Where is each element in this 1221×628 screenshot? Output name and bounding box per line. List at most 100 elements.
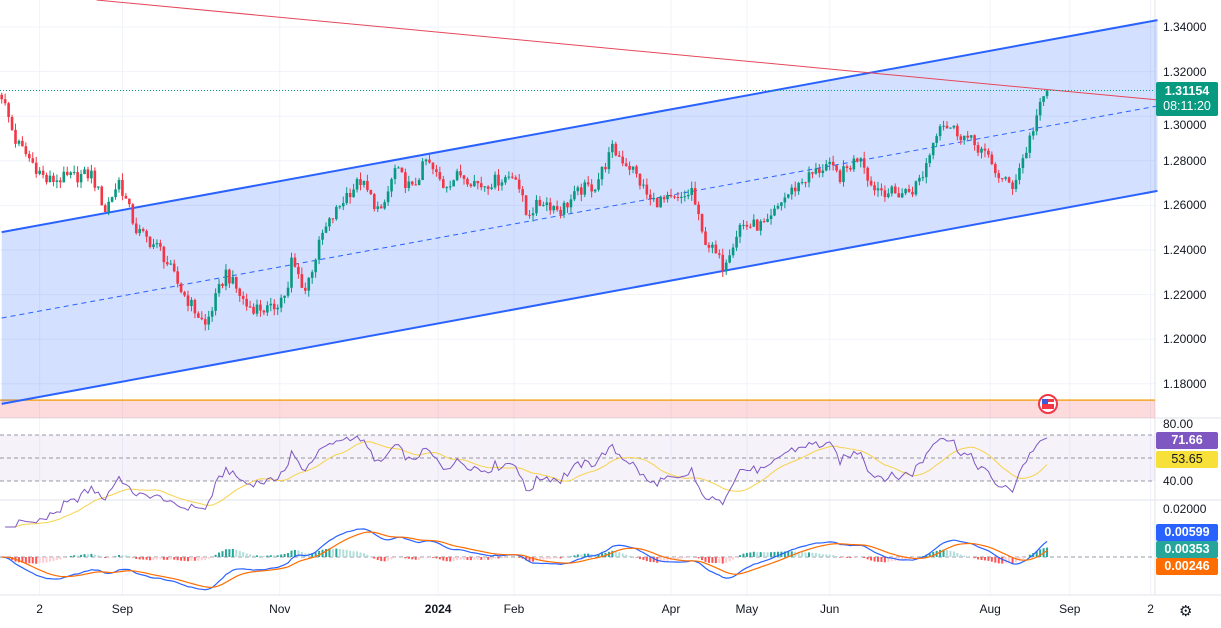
macd-histogram-bar <box>852 557 855 558</box>
candle-body <box>452 180 455 187</box>
macd-histogram-bar <box>542 557 545 560</box>
candle-body <box>969 135 973 138</box>
candle-body <box>617 155 621 157</box>
candle-body <box>600 166 604 180</box>
candle-body <box>752 219 756 227</box>
macd-histogram-bar <box>273 555 276 557</box>
macd-histogram-bar <box>328 548 331 557</box>
candle-body <box>766 218 769 222</box>
macd-histogram-bar <box>131 557 134 558</box>
macd-histogram-bar <box>707 557 710 563</box>
candle-body <box>976 145 980 153</box>
candle-body <box>990 154 994 165</box>
macd-histogram-bar <box>1008 557 1011 564</box>
macd-histogram-bar <box>314 552 317 557</box>
candle-body <box>469 184 473 187</box>
macd-histogram-bar <box>97 555 100 557</box>
macd-histogram-bar <box>135 557 138 559</box>
candle-body <box>341 203 345 207</box>
candle-body <box>807 172 811 183</box>
macd-histogram-bar <box>818 553 821 557</box>
macd-histogram-bar <box>214 554 217 557</box>
macd-histogram-bar <box>166 557 169 560</box>
candle-body <box>324 226 328 233</box>
macd-histogram-bar <box>963 555 966 557</box>
macd-histogram-bar <box>1011 557 1014 564</box>
candle-body <box>466 178 469 185</box>
candle-body <box>749 226 752 228</box>
candle-body <box>210 310 214 317</box>
candle-body <box>28 154 31 159</box>
candle-body <box>838 170 842 183</box>
macd-histogram-bar <box>459 557 462 560</box>
candle-body <box>831 161 835 166</box>
trend-line <box>96 0 1158 101</box>
macd-histogram-bar <box>266 555 269 557</box>
candle-body <box>107 201 110 212</box>
candle-body <box>569 199 573 208</box>
candle-body <box>90 170 93 179</box>
candle-body <box>148 236 152 248</box>
macd-histogram-bar <box>404 557 407 559</box>
macd-histogram-bar <box>883 557 886 563</box>
candle-body <box>438 172 442 180</box>
candle-body <box>659 197 662 208</box>
macd-histogram-bar <box>556 557 559 559</box>
candle-body <box>228 269 231 284</box>
macd-histogram-bar <box>311 553 314 557</box>
candle-body <box>166 262 169 265</box>
candle-body <box>128 198 131 205</box>
candle-body <box>1018 168 1021 180</box>
candle-body <box>517 179 521 190</box>
y-tick-label: 1.22000 <box>1163 287 1207 302</box>
macd-histogram-bar <box>804 552 807 557</box>
candle-body <box>542 205 545 207</box>
macd-histogram-bar <box>173 557 176 560</box>
macd-histogram-bar <box>318 550 321 557</box>
macd-tick-label: 0.02000 <box>1163 502 1207 516</box>
settings-gear-icon[interactable]: ⚙ <box>1179 603 1193 620</box>
macd-histogram-bar <box>55 557 58 561</box>
macd-histogram-bar <box>821 554 824 557</box>
macd-histogram-bar <box>425 557 428 558</box>
candle-body <box>386 191 390 203</box>
candle-body <box>624 163 628 166</box>
candle-body <box>86 169 90 179</box>
macd-histogram-bar <box>994 557 997 563</box>
candle-body <box>783 197 787 203</box>
macd-histogram-bar <box>338 548 341 557</box>
macd-histogram-bar <box>545 557 548 559</box>
x-tick-label: 2 <box>36 602 43 616</box>
macd-histogram-bar <box>42 557 45 563</box>
candle-body <box>994 164 997 174</box>
candle-body <box>514 177 518 180</box>
support-zone <box>0 400 1155 418</box>
macd-histogram-bar <box>645 557 648 562</box>
macd-histogram-bar <box>901 557 904 561</box>
candle-body <box>728 255 731 263</box>
candle-body <box>134 223 138 234</box>
macd-histogram-bar <box>207 557 210 559</box>
macd-histogram-bar <box>197 557 200 561</box>
rsi-value-tag: 71.66 <box>1156 432 1218 449</box>
macd-histogram-bar <box>939 549 942 557</box>
candle-body <box>790 187 794 195</box>
candle-body <box>131 204 135 224</box>
macd-histogram-bar <box>155 557 158 560</box>
candle-body <box>197 313 200 318</box>
macd-histogram-bar <box>235 549 238 557</box>
candle-body <box>938 126 942 137</box>
candle-body <box>355 179 359 190</box>
candle-body <box>711 244 714 248</box>
candle-body <box>914 181 918 195</box>
macd-histogram-bar <box>1018 557 1021 561</box>
candle-body <box>814 168 818 174</box>
last-price-tag: 1.31154 08:11:20 <box>1156 82 1218 116</box>
macd-histogram-bar <box>763 552 766 557</box>
macd-histogram-bar <box>987 557 990 561</box>
candle-body <box>34 162 38 174</box>
candle-body <box>631 166 635 170</box>
macd-histogram-bar <box>245 553 248 557</box>
macd-histogram-bar <box>718 557 721 563</box>
